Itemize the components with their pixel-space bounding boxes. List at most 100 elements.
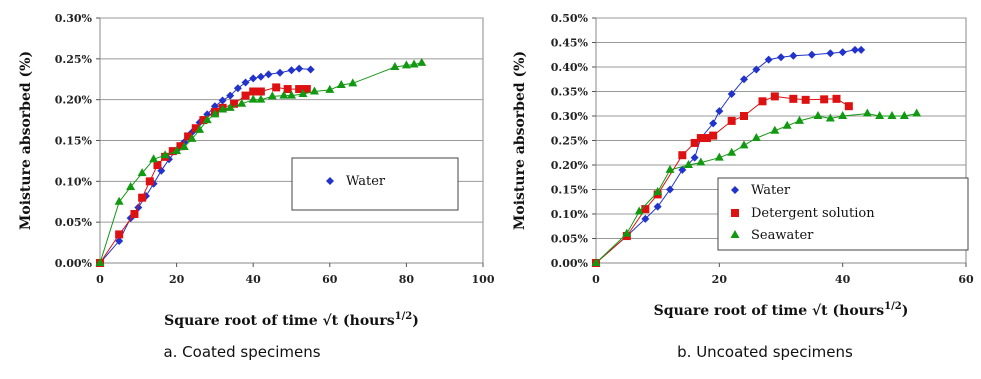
x-tick-label: 40 (246, 273, 262, 286)
data-point (336, 79, 346, 88)
legend-marker (731, 209, 739, 217)
data-point (179, 142, 189, 151)
x-axis-title: Square root of time √t (hours1/2) (164, 311, 419, 329)
data-point (295, 85, 304, 94)
data-point (233, 84, 242, 93)
x-axis-title-main: Square root of time √t (hours (164, 313, 395, 329)
data-point (714, 152, 724, 161)
x-axis-title-sup: 1/2 (884, 301, 902, 312)
y-tick-label: 0.10% (551, 208, 589, 221)
data-point (696, 134, 705, 143)
y-tick-label: 0.10% (55, 175, 93, 188)
data-point (279, 90, 289, 99)
data-point (838, 111, 848, 119)
data-point (801, 95, 810, 104)
data-point (283, 85, 292, 94)
figure-caption: a. Coated specimens (163, 343, 320, 361)
data-point (591, 258, 601, 266)
data-point (690, 153, 699, 162)
data-point (237, 98, 247, 107)
data-point (137, 168, 147, 177)
data-point (727, 116, 736, 125)
data-point (641, 214, 650, 223)
data-point (241, 91, 250, 100)
data-point (145, 177, 154, 186)
data-point (218, 104, 228, 113)
data-point (176, 142, 185, 151)
data-point (218, 96, 227, 105)
y-tick-label: 0.25% (55, 53, 93, 66)
data-point (666, 185, 674, 194)
data-point (325, 84, 335, 93)
data-point (740, 75, 748, 84)
data-point (225, 102, 235, 111)
series-1 (96, 83, 311, 267)
x-axis-title-sup: 1/2 (395, 311, 413, 322)
y-tick-label: 0.00% (551, 257, 589, 270)
data-point (390, 62, 400, 70)
data-point (417, 57, 427, 66)
data-point (752, 65, 761, 74)
data-point (844, 102, 853, 111)
data-point (191, 124, 200, 133)
y-tick-label: 0.40% (551, 61, 589, 74)
data-point (678, 151, 687, 160)
y-tick-label: 0.20% (551, 159, 589, 172)
data-point (758, 97, 767, 106)
series-2 (95, 57, 427, 266)
data-point (826, 49, 835, 58)
data-point (276, 68, 285, 77)
y-tick-label: 0.05% (551, 233, 589, 246)
chart-uncoated-specimens: 0.00% 0.05% 0.10% 0.15% 0.20% 0.25% 0.30% 0.35%… (512, 12, 974, 361)
y-tick-label: 0.50% (551, 12, 589, 25)
y-tick-label: 0.15% (55, 135, 93, 148)
legend-label: Detergent solution (751, 206, 875, 221)
data-point (875, 111, 885, 119)
x-tick-label: 60 (322, 273, 338, 286)
y-tick-label: 0.30% (55, 12, 93, 25)
data-point (187, 133, 197, 142)
legend-marker (326, 177, 334, 185)
data-point (115, 236, 124, 245)
data-point (287, 66, 296, 75)
data-point (807, 50, 816, 59)
data-point (825, 113, 835, 122)
data-point (709, 131, 718, 140)
x-axis-title: Square root of time √t (hours1/2) (654, 301, 909, 319)
data-point (851, 45, 859, 54)
data-point (168, 147, 177, 156)
y-tick-label: 0.25% (551, 135, 589, 148)
legend-label: Water (751, 183, 791, 198)
y-tick-label: 0.45% (551, 37, 589, 50)
series-line (99, 86, 307, 264)
data-point (789, 94, 798, 103)
data-point (241, 78, 250, 87)
x-tick-label: 0 (96, 273, 104, 286)
data-point (226, 91, 235, 100)
data-point (832, 94, 841, 103)
y-tick-label: 0.20% (55, 94, 93, 107)
x-axis-title-main: Square root of time √t (hours (654, 303, 885, 319)
figure-caption: b. Uncoated specimens (677, 343, 853, 361)
data-point (115, 230, 124, 239)
data-point (149, 154, 159, 163)
data-point (795, 115, 804, 124)
data-point (210, 109, 220, 118)
data-point (401, 60, 411, 69)
chart-coated-specimens: 0.00% 0.05% 0.10% 0.15% 0.20% 0.25% 0.30% 0 20 40… (18, 12, 495, 361)
data-point (727, 147, 737, 156)
data-point (172, 146, 182, 155)
data-point (248, 94, 258, 103)
data-point (306, 65, 315, 74)
data-point (126, 182, 136, 191)
legend-marker (730, 230, 740, 238)
data-point (751, 133, 761, 142)
x-axis-title-close: ) (902, 303, 909, 319)
series-line (595, 113, 917, 264)
x-tick-label: 60 (958, 273, 974, 286)
data-point (130, 210, 139, 218)
x-tick-label: 100 (472, 273, 495, 286)
x-tick-label: 80 (399, 273, 415, 286)
data-point (256, 72, 265, 81)
